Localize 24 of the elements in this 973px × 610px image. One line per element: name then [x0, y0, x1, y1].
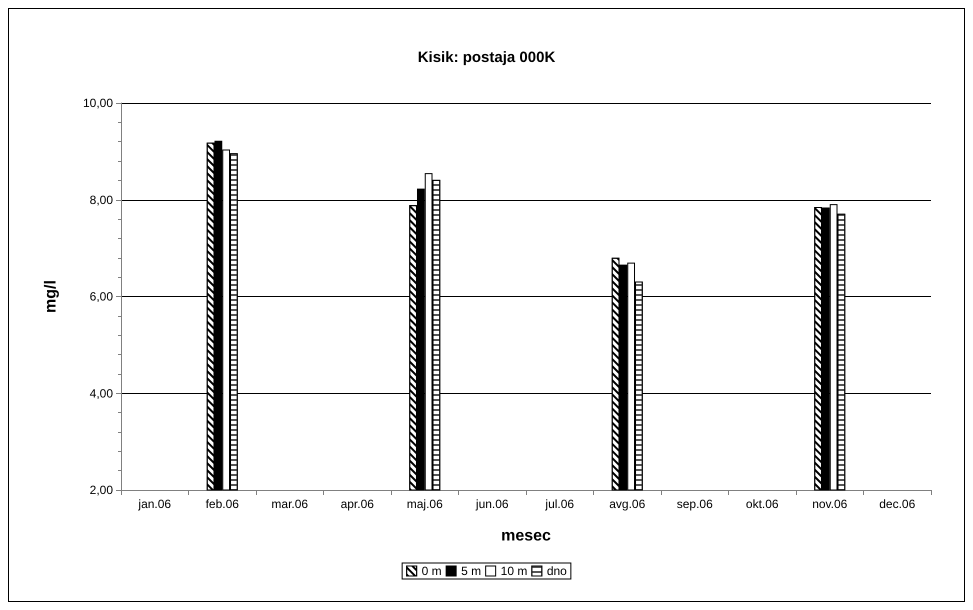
x-tick-label: okt.06 — [746, 497, 779, 511]
x-tick-label: dec.06 — [879, 497, 916, 511]
x-tick-label: jan.06 — [137, 497, 172, 511]
x-tick-label: mar.06 — [271, 497, 308, 511]
x-tick-label: feb.06 — [206, 497, 240, 511]
legend-label: 5 m — [461, 564, 482, 578]
y-tick-label: 2,00 — [90, 483, 114, 497]
legend-label: 10 m — [500, 564, 528, 578]
x-axis-title: mesec — [501, 528, 552, 544]
y-tick-label: 6,00 — [90, 290, 114, 304]
y-tick-label: 4,00 — [90, 386, 114, 400]
x-tick-label: jun.06 — [474, 497, 509, 511]
y-tick-label: 10,00 — [82, 96, 114, 110]
x-tick-label: apr.06 — [340, 497, 374, 511]
x-tick-label: jul.06 — [544, 497, 574, 511]
chart-title: Kisik: postaja 000K — [418, 49, 556, 66]
x-tick-label: maj.06 — [406, 497, 444, 511]
x-tick-label: sep.06 — [676, 497, 714, 511]
x-tick-label: nov.06 — [812, 497, 848, 511]
x-tick-label: avg.06 — [609, 497, 646, 511]
legend-label: 0 m — [422, 564, 442, 578]
legend-label: dno — [546, 564, 568, 578]
y-axis-title: mg/l — [42, 280, 60, 313]
y-tick-label: 8,00 — [90, 192, 114, 207]
